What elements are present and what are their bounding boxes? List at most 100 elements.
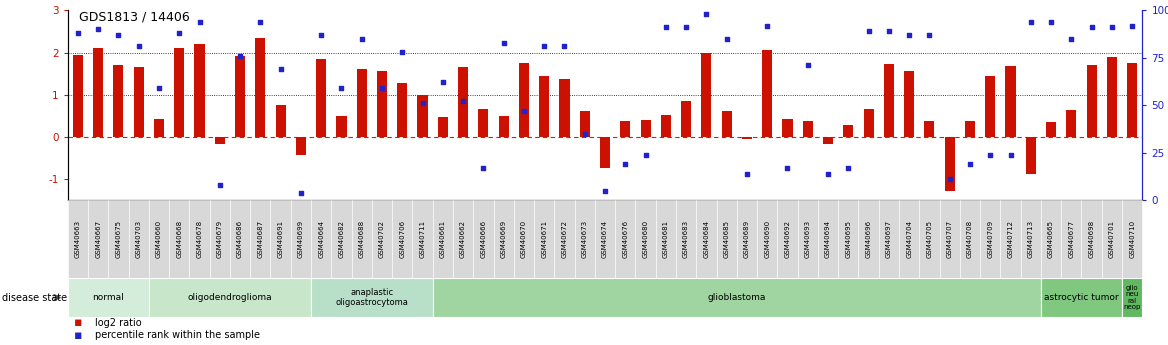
Point <box>596 188 614 193</box>
Point <box>169 30 188 36</box>
Bar <box>210 200 230 278</box>
Bar <box>676 200 696 278</box>
Bar <box>540 76 549 137</box>
Bar <box>899 200 919 278</box>
Text: GSM40677: GSM40677 <box>1069 220 1075 258</box>
Point <box>1083 25 1101 30</box>
Bar <box>72 55 83 137</box>
Bar <box>655 200 676 278</box>
Bar <box>555 200 575 278</box>
Text: ▪: ▪ <box>74 316 82 329</box>
Text: GSM40713: GSM40713 <box>1028 220 1034 258</box>
Bar <box>1086 65 1097 137</box>
Bar <box>432 200 453 278</box>
Text: GSM40699: GSM40699 <box>298 220 304 258</box>
Bar <box>109 200 128 278</box>
Bar <box>858 200 878 278</box>
Bar <box>640 120 651 137</box>
Bar <box>884 64 894 137</box>
Point <box>231 53 250 59</box>
Text: oligodendroglioma: oligodendroglioma <box>188 293 272 302</box>
Bar <box>494 200 514 278</box>
Point <box>1103 25 1121 30</box>
Bar <box>432 278 1041 317</box>
Bar <box>939 200 960 278</box>
Bar <box>154 119 164 137</box>
Text: GSM40679: GSM40679 <box>217 220 223 258</box>
Point <box>576 131 595 136</box>
Point <box>150 86 168 91</box>
Bar <box>1041 278 1122 317</box>
Bar <box>458 67 468 137</box>
Text: anaplastic
oligoastrocytoma: anaplastic oligoastrocytoma <box>335 288 409 307</box>
Point <box>940 176 959 182</box>
Point <box>251 19 270 24</box>
Bar <box>1041 200 1062 278</box>
Bar <box>276 105 286 137</box>
Bar <box>716 200 737 278</box>
Bar <box>863 109 874 137</box>
Bar <box>392 200 412 278</box>
Point <box>353 36 371 42</box>
Bar <box>945 137 954 191</box>
Bar <box>798 200 818 278</box>
Bar <box>737 200 757 278</box>
Text: GDS1813 / 14406: GDS1813 / 14406 <box>79 10 190 23</box>
Text: GSM40664: GSM40664 <box>318 220 325 258</box>
Bar <box>985 76 995 137</box>
Bar <box>1047 122 1056 137</box>
Bar <box>595 200 616 278</box>
Bar <box>823 137 833 145</box>
Bar <box>438 117 447 137</box>
Point <box>819 171 837 176</box>
Bar <box>148 278 311 317</box>
Point <box>899 32 918 38</box>
Bar <box>818 200 839 278</box>
Text: normal: normal <box>92 293 124 302</box>
Text: GSM40660: GSM40660 <box>157 220 162 258</box>
Text: GSM40666: GSM40666 <box>480 220 486 258</box>
Point <box>717 36 736 42</box>
Text: GSM40695: GSM40695 <box>846 220 851 258</box>
Point <box>89 27 107 32</box>
Text: GSM40689: GSM40689 <box>744 220 750 258</box>
Bar <box>575 200 595 278</box>
Point <box>1022 19 1041 24</box>
Bar <box>514 200 534 278</box>
Point <box>697 11 716 17</box>
Bar <box>356 69 367 137</box>
Text: GSM40693: GSM40693 <box>805 220 811 258</box>
Text: GSM40703: GSM40703 <box>135 220 141 258</box>
Text: GSM40702: GSM40702 <box>378 220 385 258</box>
Point <box>1042 19 1061 24</box>
Bar <box>194 44 204 137</box>
Text: GSM40662: GSM40662 <box>460 220 466 258</box>
Text: GSM40711: GSM40711 <box>419 220 425 258</box>
Bar <box>661 115 670 137</box>
Bar <box>1066 110 1077 137</box>
Bar <box>311 278 432 317</box>
Bar <box>397 83 408 137</box>
Bar <box>616 200 635 278</box>
Point <box>637 152 655 157</box>
Bar <box>1122 200 1142 278</box>
Point <box>758 23 777 28</box>
Text: GSM40701: GSM40701 <box>1108 220 1115 258</box>
Text: GSM40692: GSM40692 <box>785 220 791 258</box>
Point <box>474 165 493 171</box>
Point <box>312 32 331 38</box>
Point <box>535 44 554 49</box>
Bar <box>256 38 265 137</box>
Bar <box>311 200 332 278</box>
Bar <box>215 137 225 145</box>
Text: GSM40663: GSM40663 <box>75 220 81 258</box>
Text: GSM40707: GSM40707 <box>947 220 953 258</box>
Bar <box>635 200 655 278</box>
Text: GSM40678: GSM40678 <box>196 220 202 258</box>
Text: GSM40709: GSM40709 <box>987 220 993 258</box>
Text: glio
neu
ral
neop: glio neu ral neop <box>1124 285 1141 310</box>
Bar <box>802 121 813 137</box>
Point <box>130 44 148 49</box>
Point <box>676 25 695 30</box>
Text: GSM40667: GSM40667 <box>95 220 102 258</box>
